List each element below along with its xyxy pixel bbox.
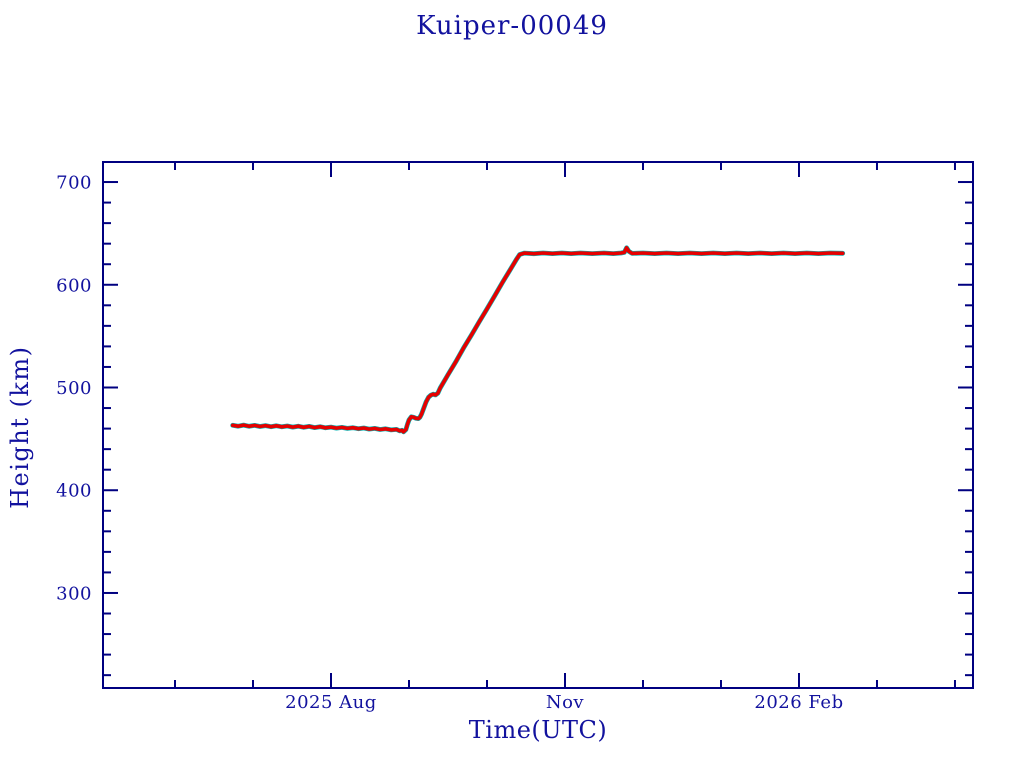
- height-series-underline: [230, 245, 846, 435]
- chart-title: Kuiper-00049: [416, 11, 608, 41]
- y-tick-label: 500: [56, 378, 92, 399]
- height-series-line: [230, 246, 845, 434]
- x-tick-label: 2026 Feb: [754, 692, 843, 713]
- y-tick-label: 400: [56, 481, 92, 502]
- x-tick-label: Nov: [546, 692, 585, 713]
- x-axis-title: Time(UTC): [468, 716, 608, 744]
- y-tick-label: 300: [56, 583, 92, 604]
- y-tick-label: 600: [56, 275, 92, 296]
- y-tick-label: 700: [56, 173, 92, 194]
- x-tick-label: 2025 Aug: [285, 692, 377, 713]
- plot-border: [102, 161, 974, 689]
